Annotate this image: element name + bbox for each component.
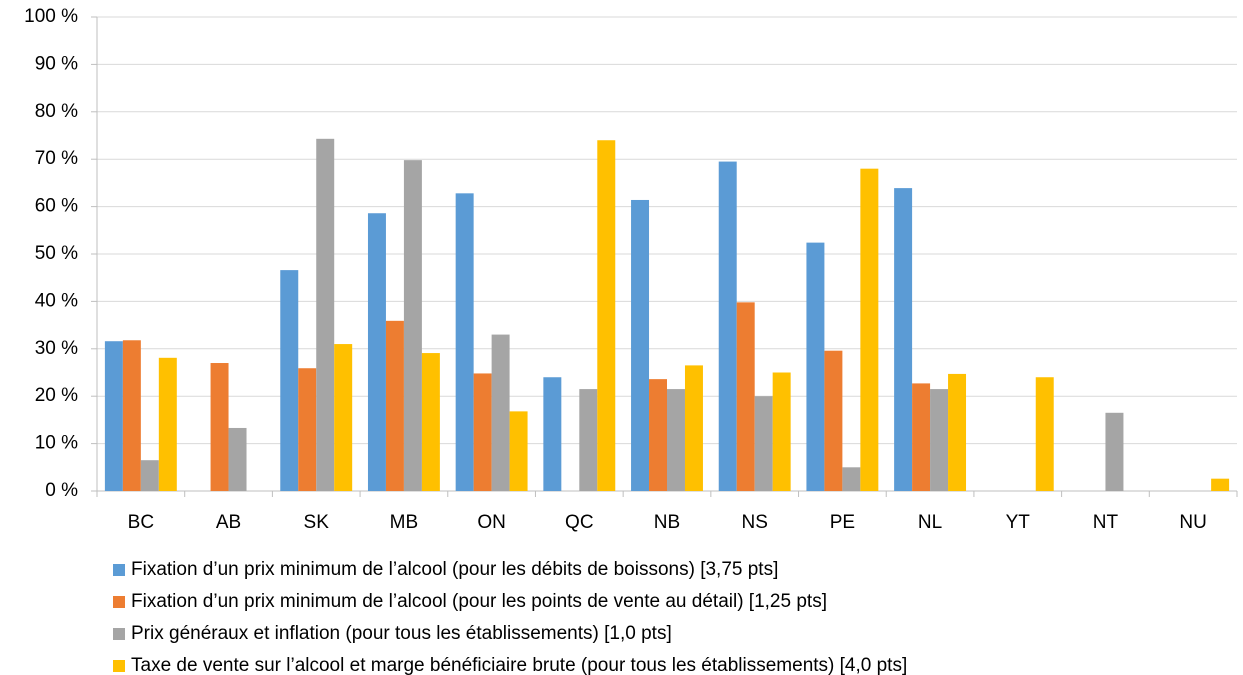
bar [684, 365, 703, 491]
bar [334, 344, 353, 491]
x-tick-label: PE [830, 512, 855, 533]
bar [140, 460, 159, 491]
y-tick-label: 80 % [35, 101, 78, 122]
bar [473, 373, 492, 491]
bar [912, 383, 931, 491]
bar [491, 334, 510, 491]
bar [228, 427, 247, 491]
bar [860, 168, 879, 491]
bar [842, 467, 861, 491]
bar [649, 379, 667, 491]
legend-swatch [113, 628, 125, 640]
bar [667, 389, 685, 491]
bar [210, 363, 229, 491]
bar [718, 161, 737, 491]
bar [403, 160, 422, 491]
bar [543, 377, 562, 491]
bar [367, 213, 386, 491]
legend-label: Fixation d’un prix minimum de l’alcool (… [131, 559, 778, 580]
bar [930, 389, 949, 491]
x-tick-label: NU [1179, 512, 1206, 533]
x-tick-label: BC [128, 512, 154, 533]
bar [772, 372, 791, 491]
x-tick-label: NS [741, 512, 767, 533]
bar [421, 353, 440, 491]
bar [385, 320, 404, 491]
bar [316, 138, 335, 491]
legend-swatch [113, 660, 125, 672]
bar [631, 199, 650, 492]
bar [754, 396, 773, 491]
bar [806, 242, 825, 491]
y-tick-label: 90 % [35, 53, 78, 74]
bar [1105, 412, 1124, 491]
y-tick-label: 30 % [35, 338, 78, 359]
x-tick-label: ON [477, 512, 506, 533]
bar [280, 270, 299, 491]
bar [948, 373, 967, 491]
y-tick-label: 70 % [35, 148, 78, 169]
x-tick-label: SK [304, 512, 330, 533]
bar [824, 350, 843, 491]
bar [579, 389, 598, 491]
x-tick-label: NB [654, 512, 680, 533]
y-tick-label: 0 % [45, 480, 78, 501]
bar [298, 368, 317, 491]
x-tick-label: YT [1006, 512, 1031, 533]
legend-swatch [113, 596, 125, 608]
y-tick-label: 50 % [35, 243, 78, 264]
bar [597, 140, 616, 492]
legend-swatch [113, 564, 125, 576]
bar [1035, 377, 1054, 491]
y-tick-label: 60 % [35, 196, 78, 217]
x-tick-label: QC [565, 512, 594, 533]
legend-label: Taxe de vente sur l’alcool et marge béné… [131, 655, 907, 675]
bar [104, 341, 123, 491]
bar [455, 193, 474, 491]
bar [894, 188, 913, 491]
legend-label: Fixation d’un prix minimum de l’alcool (… [131, 591, 827, 612]
x-tick-label: NL [918, 512, 942, 533]
legend-label: Prix généraux et inflation (pour tous le… [131, 623, 672, 644]
x-tick-label: MB [390, 512, 419, 533]
y-tick-label: 20 % [35, 385, 78, 406]
y-tick-label: 10 % [35, 433, 78, 454]
x-tick-label: AB [216, 512, 241, 533]
y-tick-label: 40 % [35, 290, 78, 311]
bar [736, 302, 755, 491]
x-tick-label: NT [1093, 512, 1119, 533]
bar [158, 357, 177, 491]
bar [122, 340, 141, 491]
bar [1211, 478, 1230, 491]
y-tick-label: 100 % [24, 6, 78, 27]
bar [509, 411, 528, 491]
